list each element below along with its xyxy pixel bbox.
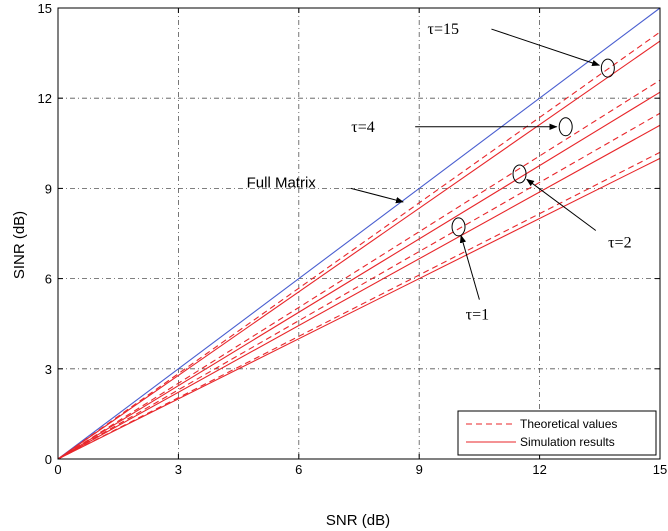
annotation-label-4: Full Matrix [247, 174, 317, 191]
legend-box [457, 410, 657, 456]
y-tick-label-5: 15 [38, 1, 52, 16]
grid [58, 8, 660, 459]
annotation-arrow-2 [526, 178, 597, 231]
x-tick-label-4: 12 [532, 462, 546, 477]
y-tick-label-2: 6 [45, 272, 52, 287]
plot-border [57, 7, 661, 460]
annotations: τ=15 τ=4 τ=2 τ=1 Full Matrix [247, 21, 632, 324]
series-line-1 [57, 40, 661, 460]
series-line-2 [57, 31, 661, 460]
y-tick-label-1: 3 [45, 362, 52, 377]
legend-label-0: Theoretical values [520, 417, 617, 431]
y-tick-label-0: 0 [45, 452, 52, 467]
y-axis-label: SINR (dB) [11, 211, 28, 279]
annotation-ellipse-1 [558, 117, 573, 137]
series-line-7 [57, 157, 661, 460]
x-tick-label-3: 9 [416, 462, 423, 477]
annotation-label-1: τ=4 [351, 119, 374, 136]
legend: Theoretical values Simulation results [457, 410, 657, 456]
x-tick-label-1: 3 [175, 462, 182, 477]
series-line-3 [57, 91, 661, 460]
annotation-ellipse-0 [600, 58, 615, 78]
series-line-0 [57, 7, 661, 460]
annotation-ellipse-2 [512, 164, 527, 184]
x-tick-label-0: 0 [54, 462, 61, 477]
legend-label-1: Simulation results [520, 435, 615, 449]
y-tick-label-4: 12 [38, 91, 52, 106]
x-tick-label-2: 6 [295, 462, 302, 477]
x-tick-label-5: 15 [653, 462, 667, 477]
annotation-ellipse-3 [451, 217, 466, 237]
x-axis-label: SNR (dB) [326, 512, 390, 529]
annotation-label-0: τ=15 [428, 21, 459, 38]
annotation-arrow-3 [459, 234, 480, 300]
annotation-label-3: τ=1 [466, 307, 489, 324]
series-line-5 [57, 124, 661, 460]
plot-lines [57, 7, 661, 460]
tick-labels: 0 3 6 9 12 15 0 3 6 9 12 15 [38, 1, 668, 477]
annotation-arrow-0 [491, 28, 601, 67]
series-line-4 [57, 79, 661, 460]
annotation-arrow-4 [350, 187, 404, 204]
annotation-label-2: τ=2 [608, 235, 631, 252]
axes-frame [57, 7, 661, 460]
y-tick-label-3: 9 [45, 181, 52, 196]
series-line-6 [57, 112, 661, 460]
